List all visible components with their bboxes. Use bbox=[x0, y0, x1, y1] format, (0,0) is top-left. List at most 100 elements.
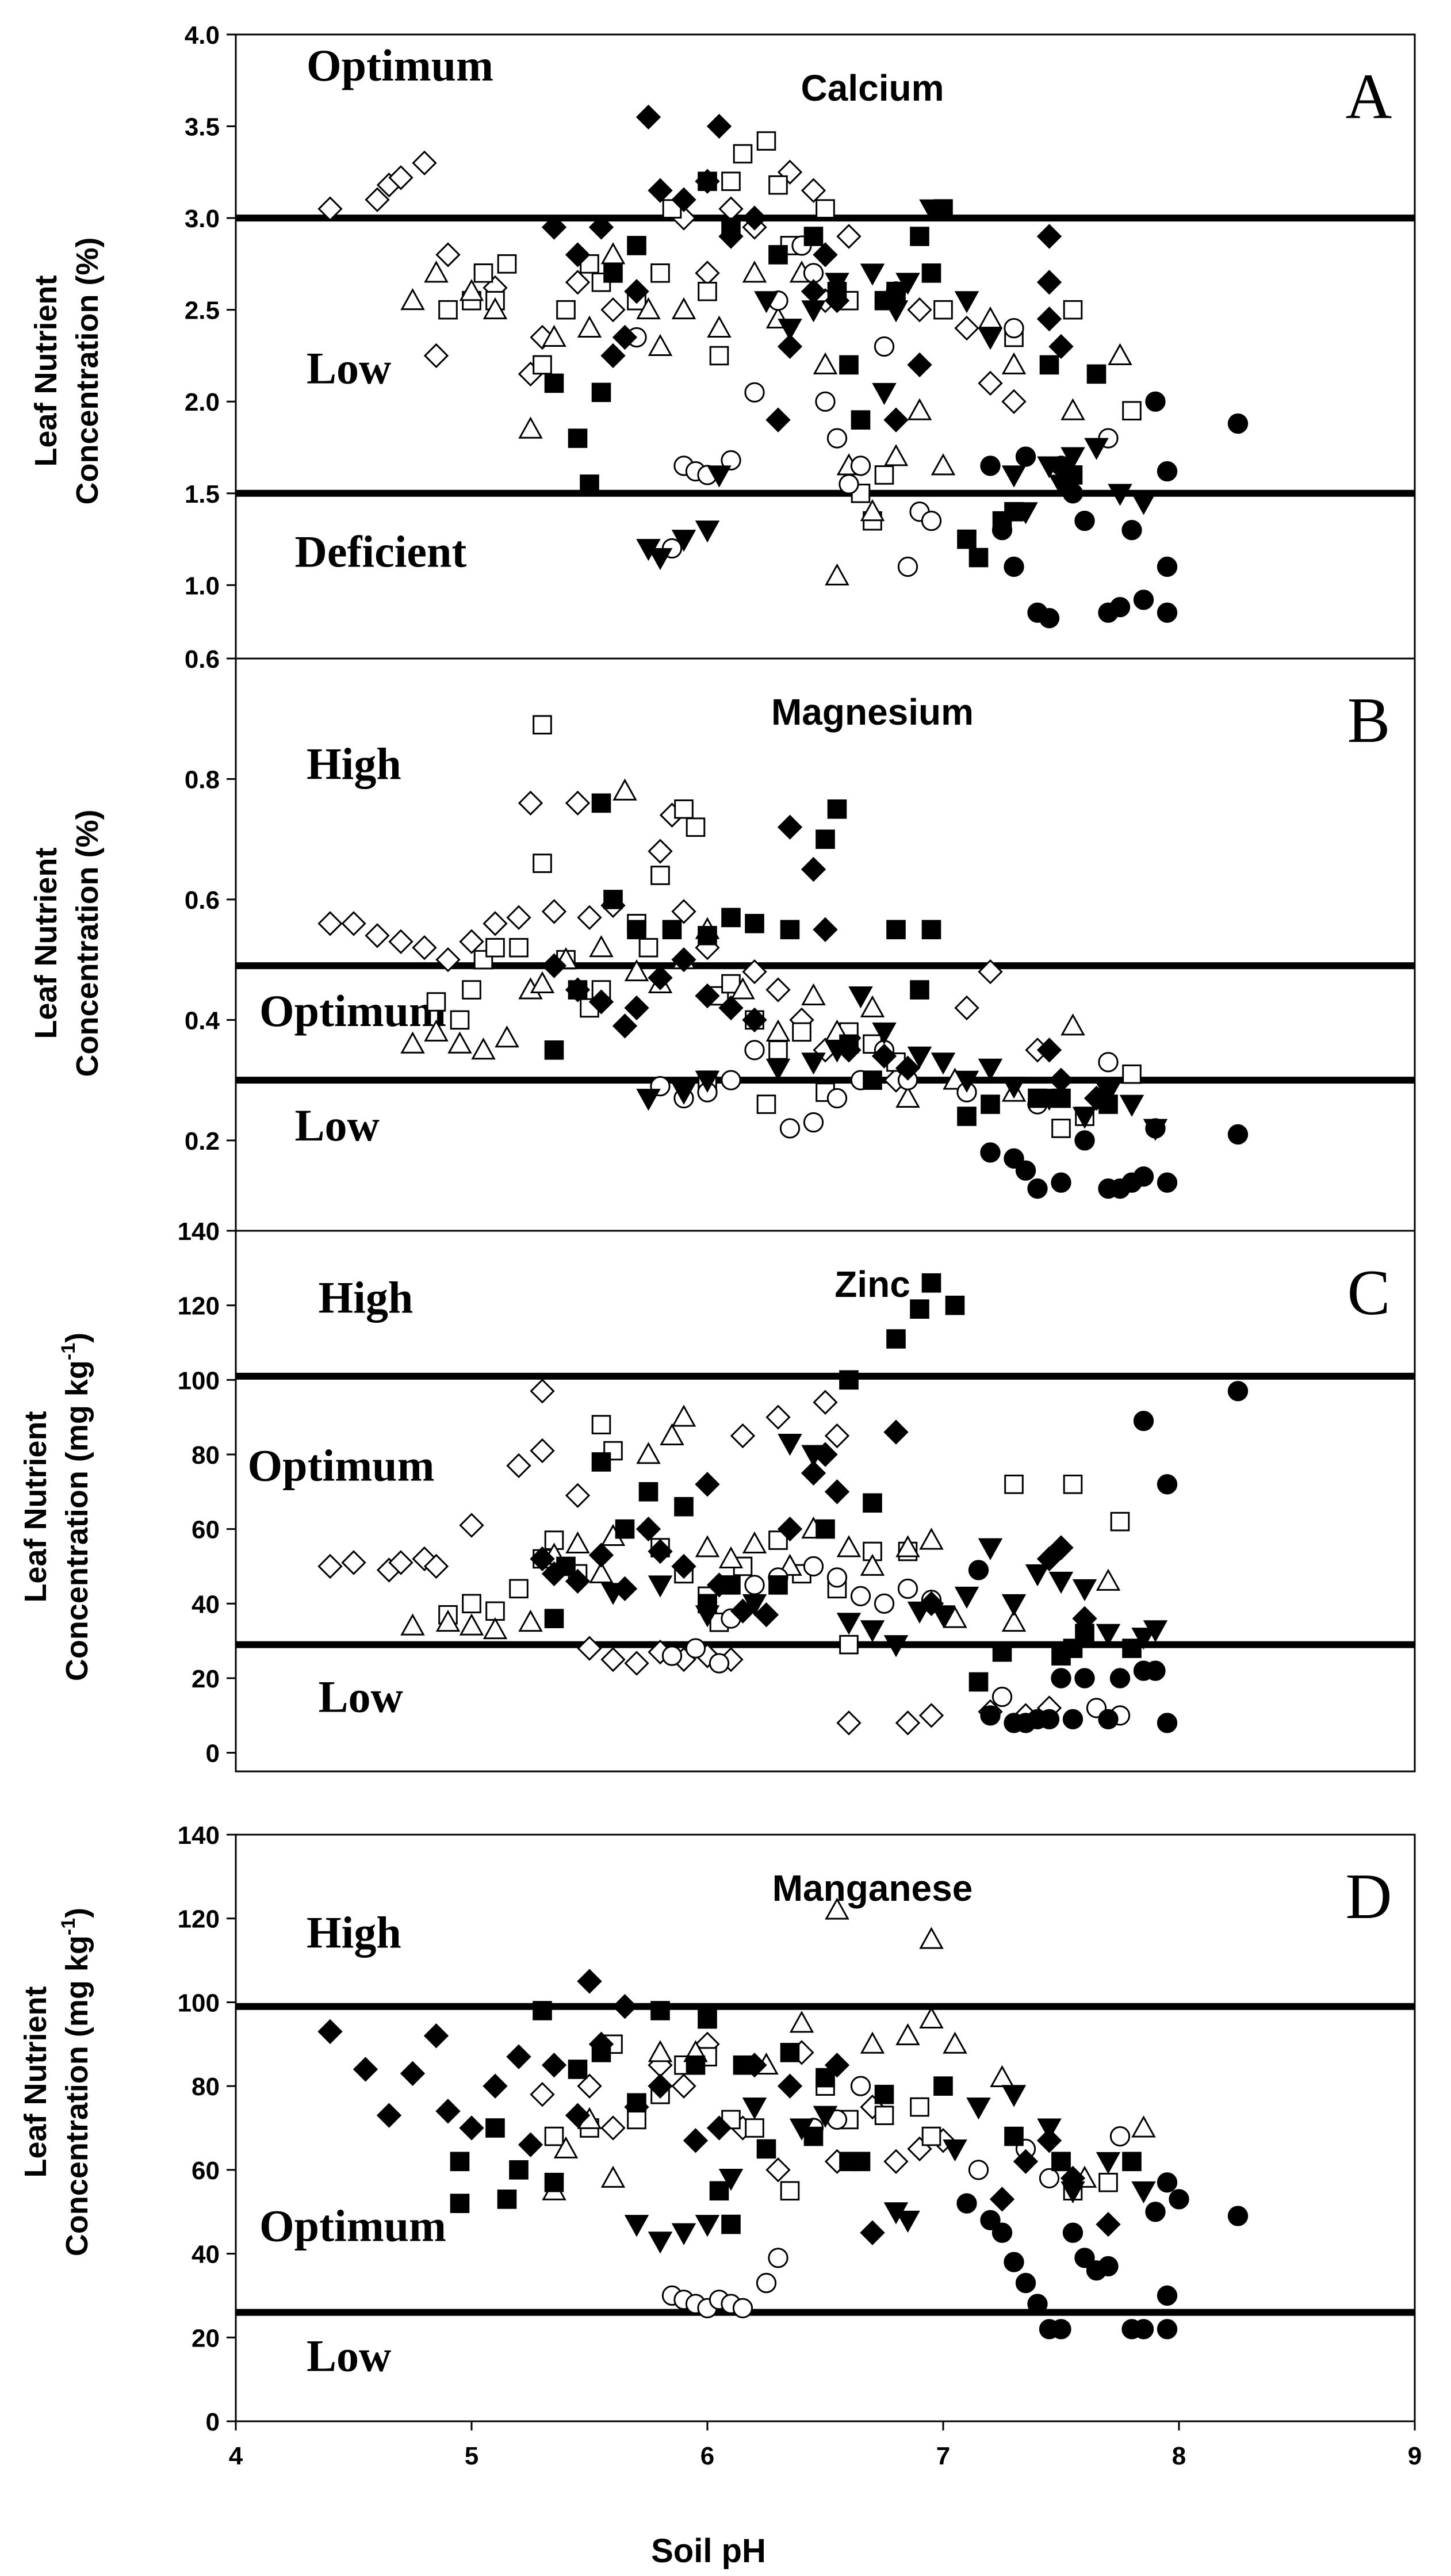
filled-square-point bbox=[1086, 364, 1107, 384]
x-tick-label: 8 bbox=[1172, 2442, 1186, 2470]
series-filled-circle bbox=[956, 2172, 1249, 2340]
open-diamond-point bbox=[954, 995, 979, 1021]
filled-circle-point bbox=[1109, 1668, 1131, 1689]
filled-circle-point bbox=[1074, 1130, 1095, 1151]
filled-circle-point bbox=[1062, 483, 1084, 504]
filled-diamond-point bbox=[706, 113, 732, 139]
filled-diamond-point bbox=[695, 1472, 720, 1497]
open-triangle-point bbox=[895, 2023, 920, 2046]
filled-triangle-point bbox=[789, 2118, 814, 2141]
filled-diamond-point bbox=[813, 917, 838, 942]
filled-diamond-point bbox=[1096, 2211, 1121, 2237]
open-triangle-point bbox=[624, 959, 649, 982]
filled-square-point bbox=[568, 980, 588, 1000]
open-diamond-point bbox=[600, 297, 626, 323]
filled-triangle-point bbox=[1061, 447, 1085, 469]
filled-square-point bbox=[933, 2076, 953, 2096]
ylabel-line2: Concentration (mg kg-1) bbox=[58, 1333, 94, 1681]
filled-square-point bbox=[803, 227, 824, 246]
filled-triangle-point bbox=[671, 2223, 696, 2245]
open-triangle-point bbox=[435, 1609, 461, 1632]
open-square-point bbox=[1063, 300, 1083, 320]
filled-circle-point bbox=[1051, 456, 1071, 476]
filled-diamond-point bbox=[565, 2103, 591, 2128]
open-diamond-point bbox=[459, 929, 484, 954]
zone-label: High bbox=[319, 1273, 414, 1323]
open-triangle-point bbox=[718, 1546, 744, 1568]
filled-circle-point bbox=[1145, 2202, 1166, 2222]
open-diamond-point bbox=[765, 977, 791, 1002]
open-circle-point bbox=[1098, 1052, 1119, 1073]
series-open-diamond bbox=[317, 150, 1027, 414]
open-triangle-point bbox=[518, 1609, 543, 1632]
open-square-point bbox=[1122, 1064, 1142, 1084]
ylabel-line1: Leaf Nutrient bbox=[18, 1986, 53, 2177]
open-triangle-point bbox=[813, 352, 838, 374]
filled-triangle-point bbox=[1001, 1594, 1027, 1617]
ylabel-line2: Concentration (mg kg-1) bbox=[58, 1908, 94, 2256]
filled-diamond-point bbox=[541, 215, 567, 240]
open-square-point bbox=[638, 937, 658, 958]
open-triangle-point bbox=[671, 297, 696, 320]
filled-square-point bbox=[721, 908, 741, 928]
filled-square-point bbox=[851, 410, 871, 430]
open-triangle-point bbox=[1131, 2115, 1156, 2138]
open-diamond-point bbox=[317, 196, 343, 221]
open-triangle-point bbox=[612, 778, 637, 801]
filled-square-point bbox=[1122, 2152, 1142, 2172]
open-circle-point bbox=[850, 456, 871, 476]
open-square-point bbox=[591, 1415, 611, 1434]
filled-triangle-point bbox=[765, 1058, 791, 1081]
filled-diamond-point bbox=[317, 2019, 343, 2045]
filled-triangle-point bbox=[1143, 1620, 1168, 1643]
filled-triangle-point bbox=[813, 2106, 838, 2128]
filled-square-point bbox=[839, 355, 859, 375]
filled-circle-point bbox=[1157, 1474, 1178, 1495]
open-diamond-point bbox=[671, 2073, 696, 2099]
filled-triangle-point bbox=[872, 382, 897, 405]
open-diamond-point bbox=[824, 1423, 850, 1449]
open-triangle-point bbox=[931, 453, 956, 476]
filled-square-point bbox=[698, 925, 717, 946]
ylabel-panel-b: Leaf Nutrient Concentration (%) bbox=[29, 810, 105, 1077]
zone-label: Optimum bbox=[307, 40, 493, 90]
filled-diamond-point bbox=[600, 343, 626, 369]
y-tick-label: 3.0 bbox=[185, 205, 220, 233]
open-triangle-point bbox=[860, 2031, 885, 2054]
open-diamond-point bbox=[1001, 389, 1027, 414]
panel-c: 0 20 40 60 80 100 120 140 High Optimum Low Zinc C bbox=[178, 1218, 1416, 1773]
filled-circle-point bbox=[1157, 2172, 1178, 2193]
open-diamond-point bbox=[565, 270, 591, 295]
panel-b: 0.2 0.4 0.6 0.8 High Optimum Low Magnesium B bbox=[185, 657, 1416, 1232]
open-diamond-point bbox=[530, 1379, 555, 1404]
filled-square-point bbox=[627, 2093, 646, 2113]
filled-square-point bbox=[721, 2214, 741, 2234]
filled-triangle-point bbox=[801, 300, 826, 323]
filled-circle-point bbox=[1157, 2319, 1178, 2340]
open-triangle-point bbox=[530, 971, 555, 994]
open-square-point bbox=[1110, 1511, 1130, 1532]
filled-square-point bbox=[863, 1070, 882, 1090]
x-axis-title: Soil pH bbox=[651, 2532, 766, 2570]
filled-triangle-point bbox=[1131, 2181, 1156, 2204]
open-diamond-point bbox=[730, 1423, 756, 1449]
filled-square-point bbox=[509, 2160, 529, 2180]
open-triangle-point bbox=[860, 995, 885, 1017]
filled-square-point bbox=[580, 474, 599, 494]
filled-triangle-point bbox=[1131, 493, 1156, 515]
filled-diamond-point bbox=[695, 983, 720, 1009]
ylabel-line1: Leaf Nutrient bbox=[29, 847, 63, 1039]
open-diamond-point bbox=[483, 911, 508, 936]
filled-circle-point bbox=[1145, 1118, 1166, 1139]
open-square-point bbox=[426, 992, 446, 1012]
y-tick-label: 1.5 bbox=[185, 480, 220, 508]
filled-triangle-point bbox=[883, 1635, 909, 1658]
open-diamond-point bbox=[423, 1553, 449, 1579]
filled-triangle-point bbox=[648, 2231, 673, 2254]
filled-square-point bbox=[698, 171, 717, 192]
open-triangle-point bbox=[919, 1528, 944, 1550]
filled-square-point bbox=[733, 2055, 753, 2075]
open-triangle-point bbox=[742, 261, 767, 283]
filled-square-point bbox=[756, 2139, 776, 2159]
filled-square-point bbox=[910, 1299, 929, 1319]
